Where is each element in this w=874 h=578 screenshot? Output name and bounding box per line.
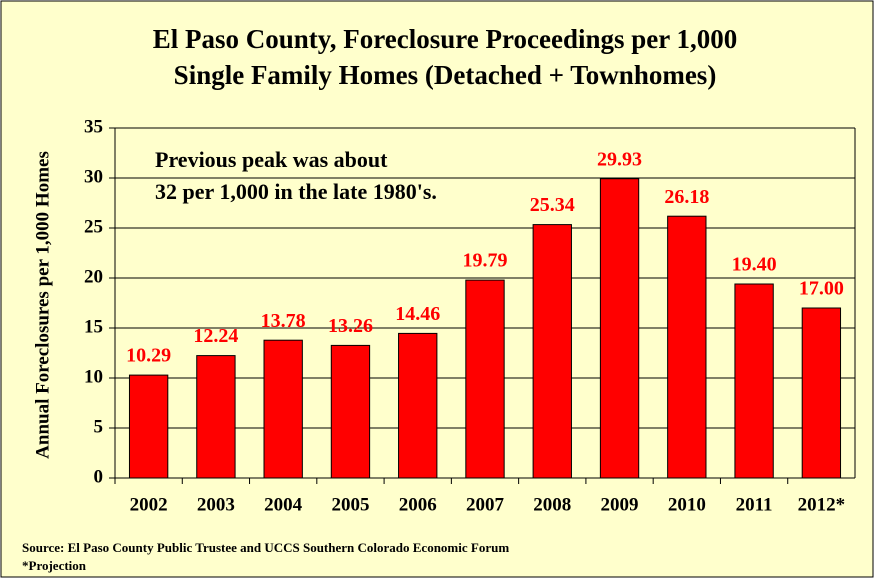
bar: [532, 224, 572, 479]
chart-title: El Paso County, Foreclosure Proceedings …: [153, 24, 737, 54]
chart-title: Single Family Homes (Detached + Townhome…: [174, 60, 717, 90]
x-tick-label: 2005: [331, 494, 369, 515]
data-label: 10.29: [126, 345, 171, 367]
bar: [801, 307, 842, 479]
x-tick-label: 2003: [197, 494, 235, 515]
x-tick-label: 2010: [668, 494, 706, 515]
bar: [128, 374, 169, 479]
x-tick-label: 2008: [533, 494, 571, 515]
bar: [263, 339, 303, 479]
bar: [734, 283, 774, 479]
x-tick-label: 2012*: [798, 494, 846, 515]
bar: [599, 178, 640, 479]
x-tick-label: 2009: [601, 494, 639, 515]
data-label: 19.79: [463, 250, 508, 272]
source-note: *Projection: [22, 558, 87, 573]
x-tick-label: 2004: [264, 494, 303, 515]
y-tick-label: 20: [84, 266, 103, 287]
data-label: 13.26: [328, 315, 373, 337]
y-tick-label: 10: [84, 366, 103, 387]
x-tick-label: 2002: [130, 494, 168, 515]
data-label: 19.40: [732, 254, 777, 276]
data-label: 12.24: [193, 325, 238, 347]
data-label: 17.00: [799, 278, 844, 300]
x-tick-label: 2007: [466, 494, 505, 515]
data-label: 14.46: [395, 303, 440, 325]
data-label: 13.78: [261, 310, 306, 332]
y-tick-label: 35: [84, 116, 103, 137]
x-tick-label: 2006: [399, 494, 437, 515]
data-label: 25.34: [530, 194, 575, 216]
data-label: 29.93: [597, 148, 642, 170]
y-tick-label: 5: [94, 416, 104, 437]
annotation: 32 per 1,000 in the late 1980's.: [155, 179, 437, 204]
y-tick-label: 30: [84, 166, 103, 187]
annotation: Previous peak was about: [155, 147, 388, 172]
bar: [196, 355, 236, 479]
y-tick-label: 0: [94, 466, 104, 487]
y-tick-label: 15: [84, 316, 103, 337]
data-label: 26.18: [664, 186, 709, 208]
y-axis-label: Annual Foreclosures per 1,000 Homes: [32, 151, 53, 459]
y-tick-label: 25: [84, 216, 103, 237]
bar: [330, 344, 371, 479]
source-note: Source: El Paso County Public Trustee an…: [22, 540, 509, 555]
bar: [667, 215, 707, 479]
bar: [465, 279, 505, 479]
bar: [398, 332, 438, 479]
x-tick-label: 2011: [736, 494, 773, 515]
